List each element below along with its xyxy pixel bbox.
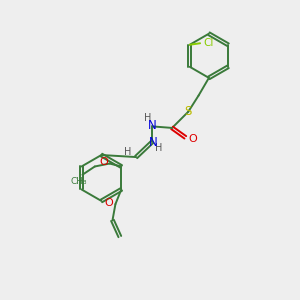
Text: N: N: [148, 119, 157, 132]
Text: CH₃: CH₃: [70, 177, 87, 186]
Text: S: S: [184, 105, 191, 118]
Text: O: O: [99, 157, 108, 167]
Text: O: O: [188, 134, 197, 144]
Text: H: H: [124, 147, 132, 157]
Text: O: O: [105, 198, 113, 208]
Text: H: H: [155, 143, 163, 153]
Text: H: H: [144, 113, 151, 124]
Text: Cl: Cl: [203, 38, 214, 48]
Text: N: N: [148, 136, 157, 149]
